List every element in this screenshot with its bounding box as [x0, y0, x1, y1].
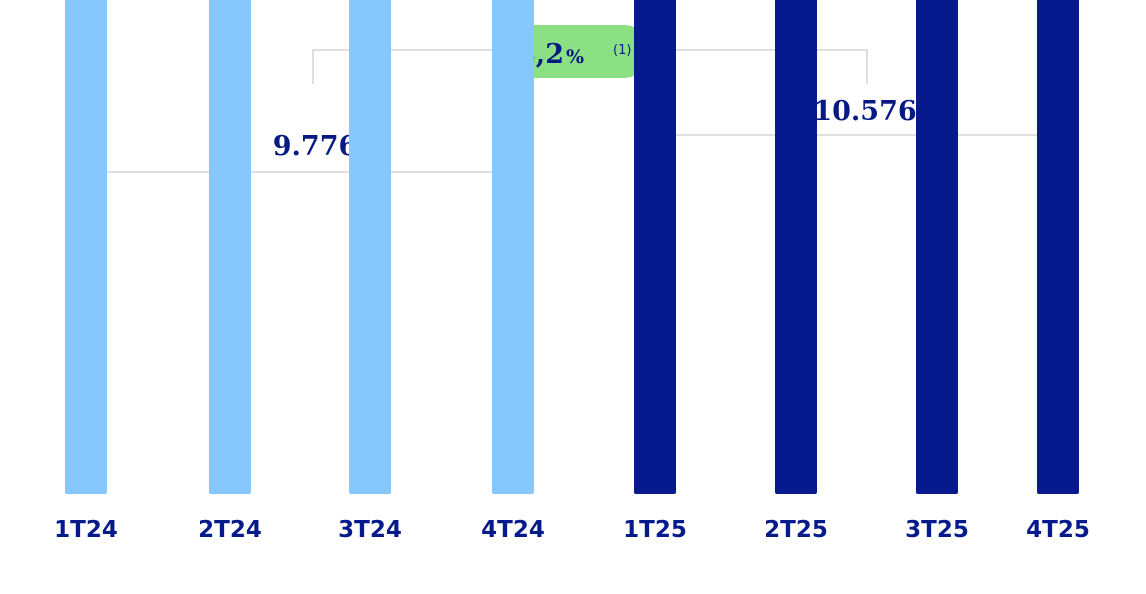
bar-2T25 [775, 0, 817, 494]
category-label-4T24: 4T24 [481, 517, 545, 543]
group-total-2024: 9.776 [273, 131, 358, 162]
category-label-2T25: 2T25 [764, 517, 828, 543]
bar-3T25 [916, 0, 958, 494]
bar-3T24 [349, 0, 391, 494]
category-label-1T24: 1T24 [54, 517, 118, 543]
category-label-3T24: 3T24 [338, 517, 402, 543]
bar-1T25 [634, 0, 676, 494]
category-label-4T25: 4T25 [1026, 517, 1090, 543]
bars-layer [65, 0, 1079, 494]
bar-2T24 [209, 0, 251, 494]
bar-4T24 [492, 0, 534, 494]
category-label-2T24: 2T24 [198, 517, 262, 543]
category-label-3T25: 3T25 [905, 517, 969, 543]
category-labels-layer: 1T24 2T24 3T24 4T24 1T25 2T25 3T25 4T25 [54, 517, 1090, 543]
bar-4T25 [1037, 0, 1079, 494]
growth-bracket [312, 49, 868, 84]
group-total-2025: 10.576 [813, 96, 916, 127]
bracket-2024 [81, 171, 514, 197]
category-label-1T25: 1T25 [623, 517, 687, 543]
growth-unit: % [566, 46, 584, 68]
bar-1T24 [65, 0, 107, 494]
growth-footnote: (1) [613, 43, 631, 58]
bracket-2025 [654, 134, 1059, 162]
